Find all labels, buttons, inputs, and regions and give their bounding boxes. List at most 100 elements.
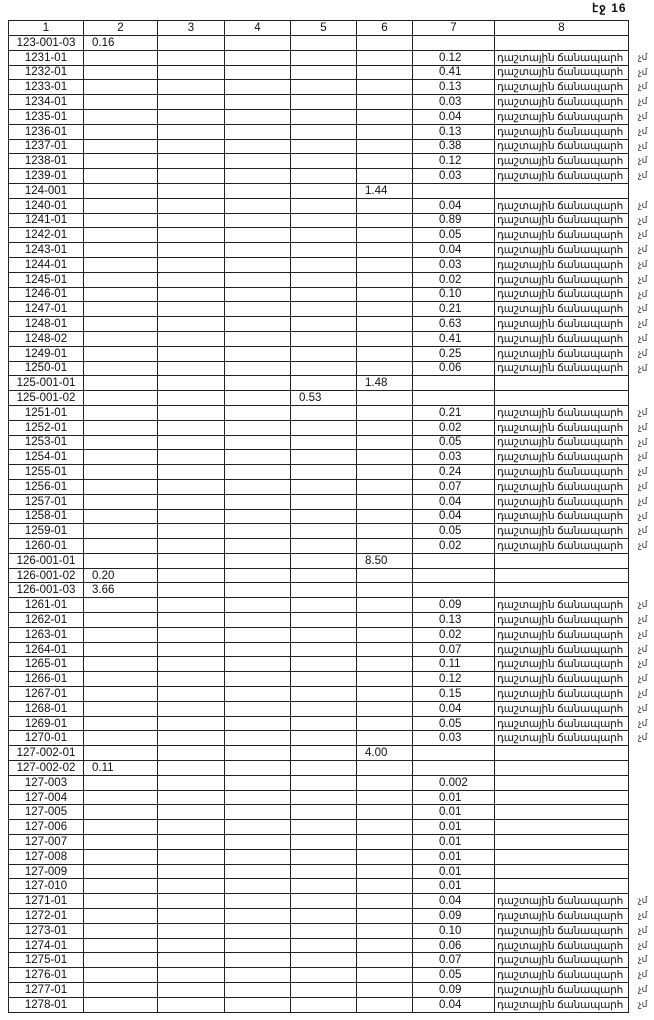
land-use <box>494 848 629 865</box>
cell-col-6 <box>356 893 413 910</box>
cell-col-5 <box>290 168 357 184</box>
cell-col-4 <box>224 523 291 540</box>
cell-col-7: 0.02 <box>412 271 495 288</box>
land-use: դաշտային ճանապարհ <box>494 94 629 110</box>
cell-col-4 <box>224 330 291 347</box>
table-row: 127-009 0.01 <box>8 863 629 880</box>
cell-col-3 <box>157 79 225 96</box>
cell-col-5 <box>290 612 357 628</box>
cell-col-4 <box>224 493 291 510</box>
cell-col-6 <box>356 878 413 895</box>
cell-col-3 <box>157 301 225 318</box>
cell-col-2 <box>83 108 158 125</box>
land-use: դաշտային ճանապարհ <box>494 316 629 332</box>
cell-col-5 <box>290 760 357 776</box>
cell-col-2 <box>83 804 158 821</box>
cell-col-3 <box>157 64 225 81</box>
cell-col-6 <box>356 523 413 540</box>
cell-col-2 <box>83 138 158 155</box>
cell-col-6 <box>356 64 413 81</box>
parcel-code: 1268-01 <box>8 700 84 717</box>
cell-col-7: 0.04 <box>412 197 495 214</box>
margin-mark: չմ <box>638 511 648 521</box>
cell-col-6 <box>356 730 413 747</box>
margin-mark: չմ <box>638 318 648 328</box>
cell-col-4 <box>224 982 291 998</box>
cell-col-7: 0.38 <box>412 138 495 155</box>
parcel-code: 1236-01 <box>8 123 84 140</box>
table-row: 127-004 0.01 <box>8 789 629 806</box>
cell-col-2 <box>83 982 158 998</box>
cell-col-7: 0.13 <box>412 79 495 96</box>
table-row: 1247-01 0.21 դաշտային ճանապարհ <box>8 301 629 318</box>
table-row: 1275-01 0.07 դաշտային ճանապարհ <box>8 952 629 969</box>
margin-mark: չմ <box>638 481 648 491</box>
cell-col-6 <box>356 345 413 362</box>
table-row: 1237-01 0.38 դաշտային ճանապարհ <box>8 138 629 155</box>
cell-col-5 <box>290 256 357 273</box>
cell-col-3 <box>157 375 225 392</box>
cell-col-2: 0.16 <box>83 35 158 51</box>
cell-col-3 <box>157 523 225 540</box>
margin-mark: չմ <box>638 200 648 210</box>
table-row: 1250-01 0.06 դաշտային ճանապարհ <box>8 360 629 377</box>
cell-col-6 <box>356 330 413 347</box>
cell-col-6 <box>356 715 413 732</box>
cell-col-2 <box>83 464 158 480</box>
cell-col-7: 0.05 <box>412 434 495 451</box>
cell-col-3 <box>157 168 225 184</box>
cell-col-2 <box>83 834 158 850</box>
cell-col-5 <box>290 789 357 806</box>
cell-col-4 <box>224 64 291 81</box>
table-row: 1262-01 0.13 դաշտային ճանապարհ <box>8 612 629 628</box>
cell-col-7: 0.03 <box>412 730 495 747</box>
cell-col-7: 0.15 <box>412 686 495 702</box>
margin-mark: չմ <box>638 496 648 506</box>
land-use: դաշտային ճանապարհ <box>494 893 629 910</box>
cell-col-3 <box>157 197 225 214</box>
land-parcel-table: 1 2 3 4 5 6 7 8 123-001-03 0.16 1231-01 0.12 դաշտայի… <box>8 20 629 1013</box>
land-use: դաշտային ճանապարհ <box>494 967 629 983</box>
cell-col-6 <box>356 804 413 821</box>
cell-col-4 <box>224 153 291 170</box>
cell-col-7: 0.11 <box>412 656 495 673</box>
cell-col-3 <box>157 582 225 599</box>
cell-col-5 <box>290 464 357 480</box>
margin-mark: չմ <box>638 422 648 432</box>
cell-col-5 <box>290 937 357 954</box>
cell-col-5 <box>290 552 357 569</box>
cell-col-7: 0.02 <box>412 626 495 643</box>
cell-col-3 <box>157 686 225 702</box>
cell-col-2 <box>83 182 158 199</box>
cell-col-3 <box>157 508 225 525</box>
cell-col-2 <box>83 434 158 451</box>
cell-col-5 <box>290 893 357 910</box>
parcel-code: 1273-01 <box>8 922 84 939</box>
cell-col-7: 0.03 <box>412 449 495 466</box>
table-row: 1236-01 0.13 դաշտային ճանապարհ <box>8 123 629 140</box>
cell-col-5 <box>290 449 357 466</box>
parcel-code: 1235-01 <box>8 108 84 125</box>
margin-mark: չմ <box>638 67 648 77</box>
cell-col-7: 0.04 <box>412 242 495 258</box>
cell-col-4 <box>224 671 291 688</box>
land-use: դաշտային ճանապարհ <box>494 612 629 628</box>
cell-col-5 <box>290 996 357 1013</box>
margin-mark: չմ <box>638 925 648 935</box>
column-header-1: 1 <box>8 20 84 36</box>
table-row: 1272-01 0.09 դաշտային ճանապարհ <box>8 908 629 924</box>
cell-col-2 <box>83 64 158 81</box>
land-use: դաշտային ճանապարհ <box>494 656 629 673</box>
table-row: 126-001-01 8.50 <box>8 552 629 569</box>
column-header-5: 5 <box>290 20 357 36</box>
cell-col-5 <box>290 478 357 495</box>
cell-col-6 <box>356 641 413 658</box>
cell-col-4 <box>224 419 291 436</box>
table-row: 1273-01 0.10 դաշտային ճանապարհ <box>8 922 629 939</box>
parcel-code: 1271-01 <box>8 893 84 910</box>
column-header-3: 3 <box>157 20 225 36</box>
cell-col-7: 0.04 <box>412 700 495 717</box>
cell-col-5 <box>290 582 357 599</box>
table-row: 1240-01 0.04 դաշտային ճանապարհ <box>8 197 629 214</box>
cell-col-2 <box>83 449 158 466</box>
